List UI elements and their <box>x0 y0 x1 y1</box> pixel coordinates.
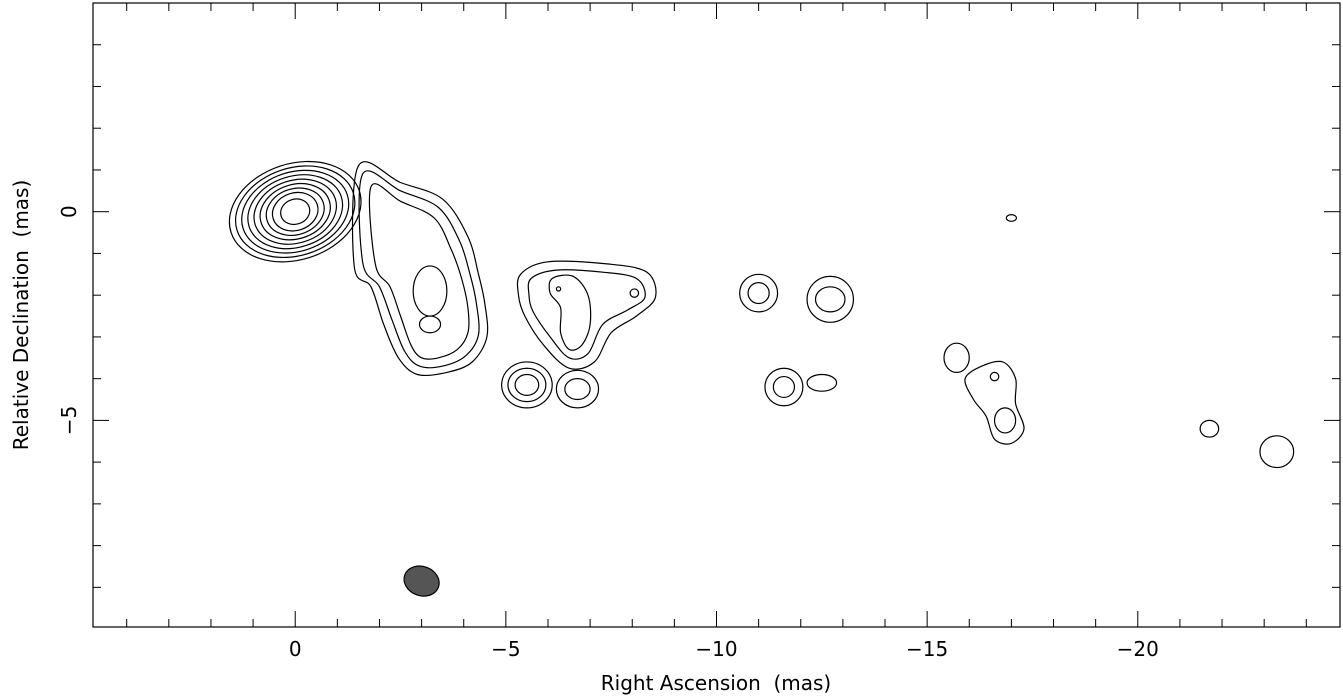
contour-blob-23.3 <box>1259 435 1295 469</box>
contour-core <box>265 187 325 236</box>
contour-blob-6.7 <box>564 378 591 401</box>
contour-group-16.5 <box>964 360 1025 445</box>
contour-core <box>259 183 331 241</box>
y-axis-label: Relative Declination (mas) <box>9 180 33 451</box>
contour-jet-knot-b <box>412 265 448 317</box>
contour-core <box>241 169 350 254</box>
contour-core <box>234 165 356 259</box>
axis-ticks <box>93 3 1340 627</box>
contour-blob-12.5 <box>806 373 838 392</box>
beam-ellipse <box>403 565 440 597</box>
x-tick-label: −10 <box>695 637 737 661</box>
contour-blob-6.7 <box>555 369 600 409</box>
contour-blob-12.7 <box>814 286 846 313</box>
contour-blob-12.7 <box>806 275 855 323</box>
contour-jet-envelope-3 <box>368 183 470 360</box>
contour-blob-16.85 <box>993 407 1017 434</box>
y-tick-label: −5 <box>57 406 81 435</box>
x-tick-label: −20 <box>1117 637 1159 661</box>
contour-core <box>228 160 362 263</box>
contour-jet-knot-d <box>629 288 640 298</box>
contour-core <box>247 174 344 250</box>
contour-blob-17.0 <box>1005 214 1018 222</box>
y-tick-label: 0 <box>57 205 81 218</box>
contour-blob-11.0 <box>747 282 770 305</box>
axis-tick-labels: 0 −5 −10 −15 −20 0 −5 <box>57 205 1159 661</box>
contour-blob-11.6 <box>764 367 804 407</box>
contour-blob-5.5 <box>507 367 547 403</box>
contour-knot-group-1 <box>516 260 657 370</box>
contour-jet-knot-a <box>418 315 442 334</box>
contour-core <box>253 178 338 245</box>
contour-blob-16.6 <box>989 371 1000 382</box>
beam-layer <box>403 565 440 597</box>
contour-blob-11.0 <box>739 273 779 313</box>
contour-blob-5.5 <box>501 361 553 409</box>
contour-core <box>280 198 311 226</box>
contour-blob-21.7 <box>1199 419 1220 438</box>
contour-jet-envelope-2 <box>358 170 480 369</box>
contour-lines <box>228 160 1295 469</box>
contour-knot-group-2 <box>527 269 646 360</box>
x-tick-label: −15 <box>906 637 948 661</box>
contour-core <box>271 191 319 232</box>
contour-jet-envelope-1 <box>351 161 489 377</box>
x-tick-label: −5 <box>491 637 520 661</box>
contour-knot-group-3 <box>548 274 592 351</box>
plot-frame <box>92 2 1341 628</box>
contour-blob-11.6 <box>772 375 796 399</box>
contour-jet-knot-c <box>555 286 562 292</box>
x-axis-label: Right Ascension (mas) <box>601 671 831 695</box>
contour-blob-5.5 <box>514 373 540 396</box>
contour-blob-15.7 <box>943 342 970 373</box>
x-tick-label: 0 <box>289 637 302 661</box>
